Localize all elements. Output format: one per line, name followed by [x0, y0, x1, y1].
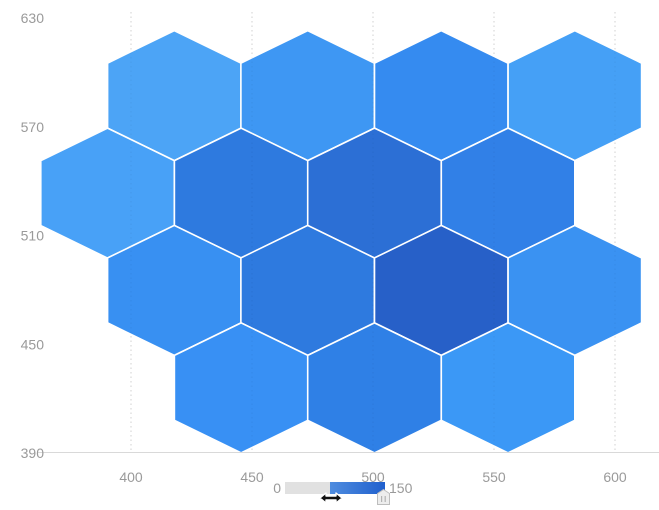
x-axis-tick-label: 600	[603, 469, 627, 485]
y-axis-tick-label: 450	[21, 336, 45, 352]
legend-max-label: 150	[389, 480, 413, 496]
legend-min-label: 0	[273, 480, 281, 496]
y-axis-tick-label: 390	[21, 445, 45, 461]
ew-resize-cursor-icon	[319, 491, 343, 505]
y-axis-tick-label: 630	[21, 10, 45, 26]
legend-range-handle[interactable]	[377, 488, 390, 505]
x-axis-tick-label: 400	[119, 469, 143, 485]
legend-gradient-bar[interactable]	[285, 482, 385, 494]
x-axis-tick-label: 450	[240, 469, 264, 485]
x-axis-tick-label: 500	[361, 469, 385, 485]
x-axis-tick-label: 550	[482, 469, 506, 485]
y-axis-tick-label: 570	[21, 119, 45, 135]
y-axis-tick-label: 510	[21, 228, 45, 244]
